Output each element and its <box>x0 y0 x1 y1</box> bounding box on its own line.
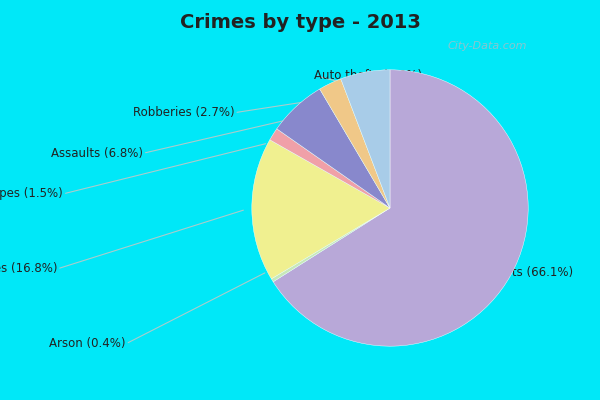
Wedge shape <box>277 89 390 208</box>
Text: Crimes by type - 2013: Crimes by type - 2013 <box>179 12 421 32</box>
Wedge shape <box>341 70 390 208</box>
Text: Auto thefts (5.8%): Auto thefts (5.8%) <box>314 69 422 82</box>
Wedge shape <box>320 79 390 208</box>
Text: Robberies (2.7%): Robberies (2.7%) <box>133 106 234 119</box>
Wedge shape <box>271 208 390 282</box>
Text: Thefts (66.1%): Thefts (66.1%) <box>486 266 573 278</box>
Text: City-Data.com: City-Data.com <box>447 41 527 51</box>
Text: Rapes (1.5%): Rapes (1.5%) <box>0 188 63 200</box>
Wedge shape <box>273 70 528 346</box>
Text: Burglaries (16.8%): Burglaries (16.8%) <box>0 262 57 276</box>
Wedge shape <box>270 129 390 208</box>
Wedge shape <box>252 140 390 279</box>
Text: Assaults (6.8%): Assaults (6.8%) <box>51 147 143 160</box>
Text: Arson (0.4%): Arson (0.4%) <box>49 337 126 350</box>
